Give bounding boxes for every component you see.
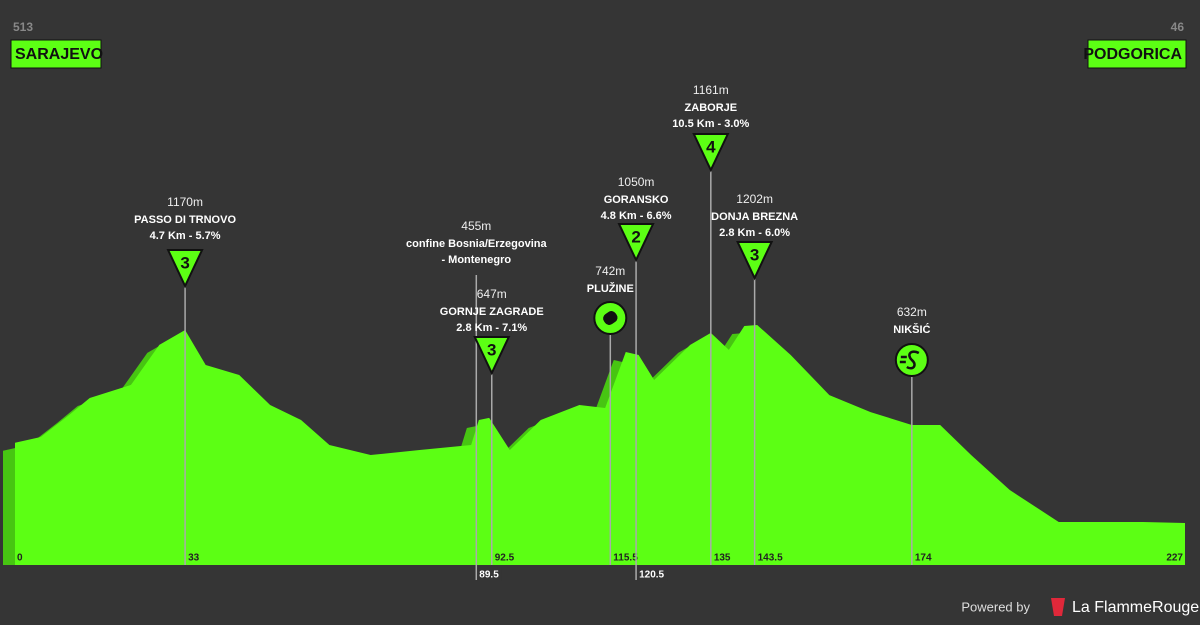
footer-powered: Powered by xyxy=(961,599,1030,614)
marker-elevation: 455m xyxy=(461,219,491,233)
climb-category: 3 xyxy=(750,245,759,264)
marker-detail: 2.8 Km - 7.1% xyxy=(456,322,527,334)
marker-elevation: 742m xyxy=(595,264,625,278)
marker-detail: 4.8 Km - 6.6% xyxy=(601,210,672,222)
marker-elevation: 647m xyxy=(477,287,507,301)
marker-name: confine Bosnia/Erzegovina xyxy=(406,238,547,250)
climb-category: 4 xyxy=(706,137,716,156)
km-label: 120.5 xyxy=(639,570,664,581)
climb-icon xyxy=(692,133,730,173)
climb-category: 3 xyxy=(180,253,189,272)
marker-detail: 10.5 Km - 3.0% xyxy=(672,118,749,130)
marker-name: DONJA BREZNA xyxy=(711,211,798,223)
finish-box xyxy=(1087,39,1187,69)
km-label-bg xyxy=(637,568,668,581)
km-label: 92.5 xyxy=(495,553,515,564)
marker-detail: 2.8 Km - 6.0% xyxy=(719,227,790,239)
marker-name: NIKŠIĆ xyxy=(893,323,930,336)
marker-elevation: 1170m xyxy=(167,195,203,209)
footer-brand: La FlammeRouge xyxy=(1072,599,1199,616)
profile-area xyxy=(15,325,1185,565)
marker-name: ZABORJE xyxy=(685,102,738,114)
climb-icon xyxy=(166,249,204,289)
marker-elevation: 1161m xyxy=(693,83,729,97)
km-label: 33 xyxy=(188,553,200,564)
climb-icon xyxy=(473,336,511,376)
sprint-glyph xyxy=(899,350,920,370)
climb-category: 2 xyxy=(631,227,640,246)
marker-detail: 4.7 Km - 5.7% xyxy=(150,230,221,242)
marker-name: GORANSKO xyxy=(604,194,669,206)
marker-name: PLUŽINE xyxy=(587,282,634,295)
start-name: SARAJEVO xyxy=(15,46,103,63)
km-label: 174 xyxy=(915,553,932,564)
climb-icon xyxy=(736,241,774,281)
marker-name: PASSO DI TRNOVO xyxy=(134,214,236,226)
km-label-bg xyxy=(477,568,502,581)
km-label: 227 xyxy=(1166,553,1183,564)
km-label: 89.5 xyxy=(479,570,499,581)
km-label: 0 xyxy=(17,553,23,564)
marker-name: GORNJE ZAGRADE xyxy=(440,306,544,318)
marker-elevation: 1050m xyxy=(618,175,655,189)
km-label: 143.5 xyxy=(758,553,783,564)
finish-elevation: 46 xyxy=(1171,20,1185,34)
marker-detail: - Montenegro xyxy=(441,254,511,266)
finish-name: PODGORICA xyxy=(1083,46,1182,63)
start-elevation: 513 xyxy=(13,20,33,34)
km-label: 115.5 xyxy=(613,553,638,564)
start-box xyxy=(10,39,102,69)
climb-category: 3 xyxy=(487,340,496,359)
profile-layer: 0 227 xyxy=(3,325,1185,565)
km-label: 135 xyxy=(714,553,731,564)
feed-bottle xyxy=(603,311,618,325)
climb-icon xyxy=(617,223,655,263)
brand-logo xyxy=(1051,598,1065,616)
marker-elevation: 1202m xyxy=(736,192,773,206)
marker-elevation: 632m xyxy=(897,305,927,319)
